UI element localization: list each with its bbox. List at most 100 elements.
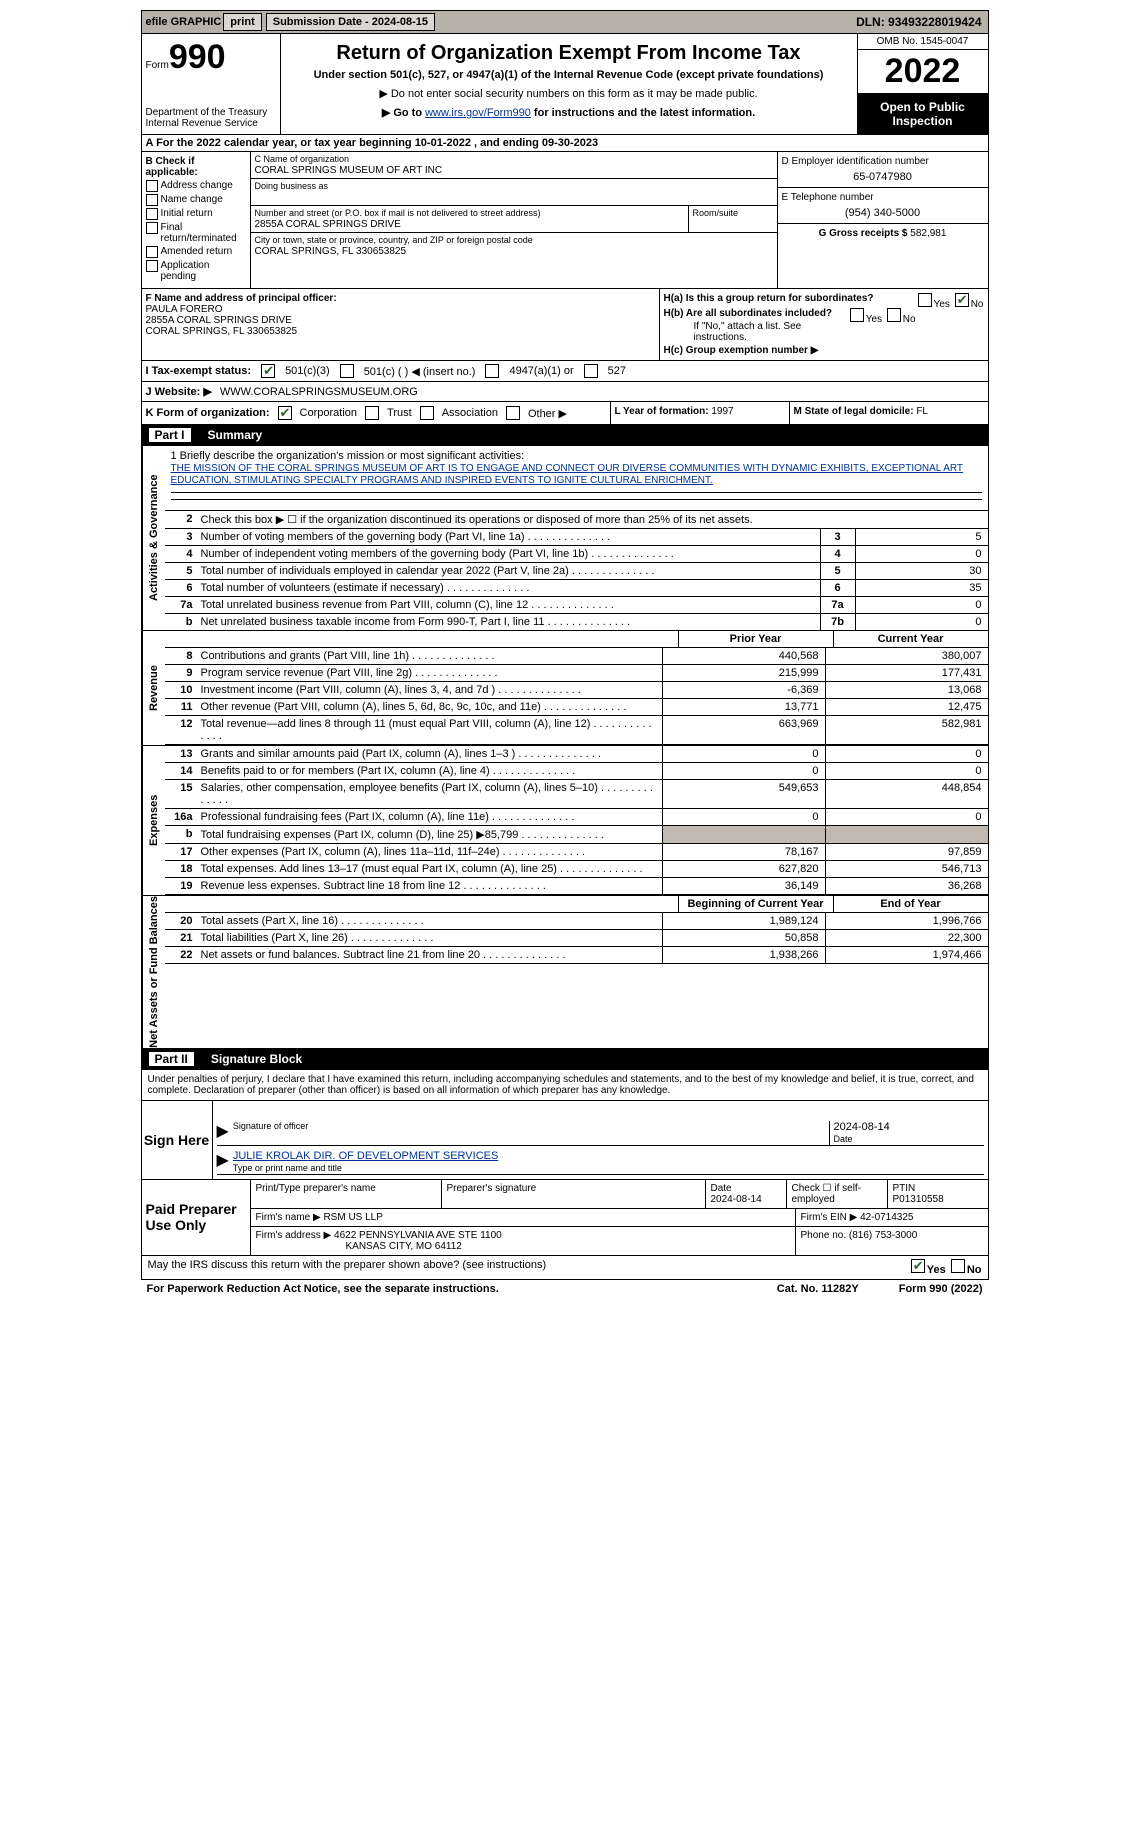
discuss-yes[interactable] bbox=[911, 1259, 925, 1273]
discuss-row: May the IRS discuss this return with the… bbox=[141, 1256, 989, 1280]
chk-501c3[interactable] bbox=[261, 364, 275, 378]
footer-last: For Paperwork Reduction Act Notice, see … bbox=[141, 1280, 989, 1298]
rev-header: Prior Year Current Year bbox=[165, 631, 988, 648]
tab-activities: Activities & Governance bbox=[142, 446, 165, 630]
firm-name: RSM US LLP bbox=[323, 1212, 382, 1223]
open-to-public: Open to Public Inspection bbox=[858, 94, 988, 134]
header: Form990 Department of the Treasury Inter… bbox=[141, 34, 989, 135]
sig-date: 2024-08-14 bbox=[834, 1121, 890, 1133]
chk-assoc[interactable] bbox=[420, 406, 434, 420]
checkbox-app-pending[interactable] bbox=[146, 260, 158, 272]
data-row: 18Total expenses. Add lines 13–17 (must … bbox=[165, 861, 988, 878]
dept-label: Department of the Treasury bbox=[146, 107, 276, 118]
efile-label: efile GRAPHIC bbox=[146, 16, 222, 28]
org-name: CORAL SPRINGS MUSEUM OF ART INC bbox=[255, 165, 443, 176]
firm-addr1: 4622 PENNSYLVANIA AVE STE 1100 bbox=[334, 1230, 502, 1241]
sign-here-label: Sign Here bbox=[142, 1101, 213, 1179]
officer-name-title: JULIE KROLAK DIR. OF DEVELOPMENT SERVICE… bbox=[233, 1150, 499, 1162]
mission-text: THE MISSION OF THE CORAL SPRINGS MUSEUM … bbox=[171, 463, 964, 486]
data-row: 16aProfessional fundraising fees (Part I… bbox=[165, 809, 988, 826]
data-row: 9Program service revenue (Part VIII, lin… bbox=[165, 665, 988, 682]
checkbox-amended[interactable] bbox=[146, 246, 158, 258]
pt-name-label: Print/Type preparer's name bbox=[251, 1180, 442, 1208]
officer-addr2: CORAL SPRINGS, FL 330653825 bbox=[146, 326, 298, 337]
chk-501c[interactable] bbox=[340, 364, 354, 378]
city-label: City or town, state or province, country… bbox=[255, 235, 533, 245]
chk-other[interactable] bbox=[506, 406, 520, 420]
f-label: F Name and address of principal officer: bbox=[146, 293, 337, 304]
checkbox-final-return[interactable] bbox=[146, 222, 158, 234]
data-row: 13Grants and similar amounts paid (Part … bbox=[165, 746, 988, 763]
tel-label: E Telephone number bbox=[782, 192, 874, 203]
website-value: WWW.CORALSPRINGSMUSEUM.ORG bbox=[220, 386, 418, 398]
arrow-icon: ▶ bbox=[217, 1150, 229, 1174]
summary-row: 4Number of independent voting members of… bbox=[165, 546, 988, 563]
checkbox-name-change[interactable] bbox=[146, 194, 158, 206]
row-i: I Tax-exempt status: 501(c)(3) 501(c) ( … bbox=[141, 361, 989, 382]
part-2-title: Signature Block bbox=[211, 1052, 302, 1066]
boy-header: Beginning of Current Year bbox=[678, 896, 833, 912]
ptin-label: PTIN bbox=[893, 1183, 916, 1194]
part-1-header: Part I Summary bbox=[141, 425, 989, 446]
data-row: 17Other expenses (Part IX, column (A), l… bbox=[165, 844, 988, 861]
m-value: FL bbox=[916, 406, 928, 417]
print-button[interactable]: print bbox=[223, 13, 261, 31]
sig-officer-label: Signature of officer bbox=[233, 1121, 829, 1131]
revenue-section: Revenue Prior Year Current Year 8Contrib… bbox=[141, 631, 989, 746]
checkbox-address-change[interactable] bbox=[146, 180, 158, 192]
sign-here-block: Sign Here ▶ Signature of officer 2024-08… bbox=[141, 1101, 989, 1180]
topbar: efile GRAPHIC print Submission Date - 20… bbox=[141, 10, 989, 34]
firm-addr2: KANSAS CITY, MO 64112 bbox=[346, 1241, 462, 1252]
m-label: M State of legal domicile: bbox=[794, 406, 914, 417]
ein-value: 65-0747980 bbox=[782, 171, 984, 183]
hb-no[interactable] bbox=[887, 308, 901, 322]
netassets-section: Net Assets or Fund Balances Beginning of… bbox=[141, 896, 989, 1049]
dba-label: Doing business as bbox=[255, 181, 329, 191]
data-row: 22Net assets or fund balances. Subtract … bbox=[165, 947, 988, 964]
ha-yes[interactable] bbox=[918, 293, 932, 307]
discuss-no[interactable] bbox=[951, 1259, 965, 1273]
phone-label: Phone no. bbox=[801, 1230, 847, 1241]
preparer-block: Paid Preparer Use Only Print/Type prepar… bbox=[141, 1180, 989, 1256]
tax-year: 2022 bbox=[858, 50, 988, 94]
chk-corp[interactable] bbox=[278, 406, 292, 420]
submission-date-button[interactable]: Submission Date - 2024-08-15 bbox=[266, 13, 435, 31]
officer-addr1: 2855A CORAL SPRINGS DRIVE bbox=[146, 315, 292, 326]
preparer-label: Paid Preparer Use Only bbox=[142, 1180, 251, 1255]
tel-value: (954) 340-5000 bbox=[782, 207, 984, 219]
data-row: 8Contributions and grants (Part VIII, li… bbox=[165, 648, 988, 665]
ha-no[interactable] bbox=[955, 293, 969, 307]
form-subtitle: Under section 501(c), 527, or 4947(a)(1)… bbox=[285, 69, 853, 81]
data-row: bTotal fundraising expenses (Part IX, co… bbox=[165, 826, 988, 844]
chk-4947[interactable] bbox=[485, 364, 499, 378]
net-header: Beginning of Current Year End of Year bbox=[165, 896, 988, 913]
room-label: Room/suite bbox=[693, 208, 739, 218]
row-j: J Website: ▶ WWW.CORALSPRINGSMUSEUM.ORG bbox=[141, 382, 989, 402]
type-name-label: Type or print name and title bbox=[233, 1163, 342, 1173]
data-row: 15Salaries, other compensation, employee… bbox=[165, 780, 988, 809]
part-2-label: Part II bbox=[148, 1051, 195, 1067]
l-value: 1997 bbox=[711, 406, 733, 417]
data-row: 12Total revenue—add lines 8 through 11 (… bbox=[165, 716, 988, 745]
part-2-header: Part II Signature Block bbox=[141, 1049, 989, 1070]
summary-row: 7aTotal unrelated business revenue from … bbox=[165, 597, 988, 614]
penalty-text: Under penalties of perjury, I declare th… bbox=[141, 1070, 989, 1101]
irs-link[interactable]: www.irs.gov/Form990 bbox=[425, 107, 531, 119]
summary-row: 3Number of voting members of the governi… bbox=[165, 529, 988, 546]
chk-527[interactable] bbox=[584, 364, 598, 378]
eoy-header: End of Year bbox=[833, 896, 988, 912]
col-c: C Name of organizationCORAL SPRINGS MUSE… bbox=[251, 152, 778, 288]
l-label: L Year of formation: bbox=[615, 406, 709, 417]
hb-yes[interactable] bbox=[850, 308, 864, 322]
part-1-title: Summary bbox=[208, 428, 263, 442]
mission-label: 1 Briefly describe the organization's mi… bbox=[171, 450, 525, 462]
mission-block: 1 Briefly describe the organization's mi… bbox=[165, 446, 988, 511]
chk-trust[interactable] bbox=[365, 406, 379, 420]
expenses-section: Expenses 13Grants and similar amounts pa… bbox=[141, 746, 989, 896]
note-1: ▶ Do not enter social security numbers o… bbox=[285, 87, 853, 100]
block-bcde: B Check if applicable: Address change Na… bbox=[141, 152, 989, 289]
checkbox-initial-return[interactable] bbox=[146, 208, 158, 220]
col-b-heading: B Check if applicable: bbox=[146, 156, 198, 178]
hb-label: H(b) Are all subordinates included? bbox=[664, 308, 833, 319]
data-row: 14Benefits paid to or for members (Part … bbox=[165, 763, 988, 780]
